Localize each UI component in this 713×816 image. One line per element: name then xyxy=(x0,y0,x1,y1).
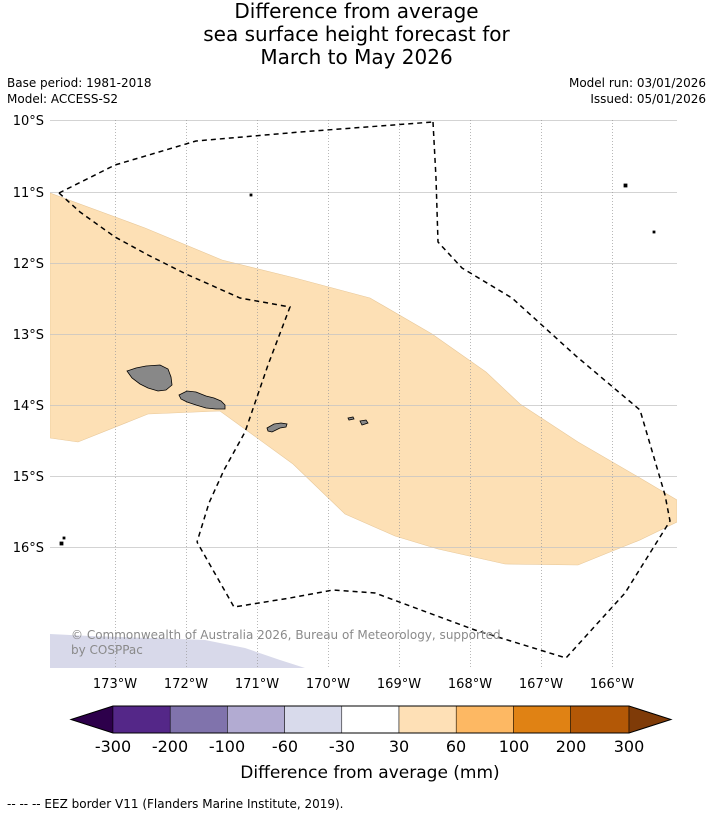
land-masses xyxy=(59,183,656,546)
copyright-note: © Commonwealth of Australia 2026, Bureau… xyxy=(71,628,501,658)
colorbar-title: Difference from average (mm) xyxy=(240,763,499,783)
cb-tick-0: -300 xyxy=(95,737,131,756)
lat-label-11s: 11°S xyxy=(13,186,44,201)
model-run: Model run: 03/01/2026 xyxy=(568,76,706,90)
gridlines xyxy=(50,120,677,668)
colorbar-bin-2 xyxy=(169,705,228,734)
colorbar-outline xyxy=(69,705,673,734)
colorbar-bin-9 xyxy=(570,705,630,734)
island-tau xyxy=(359,419,369,426)
latitude-labels: 10°S 11°S 12°S 13°S 14°S 15°S 16°S xyxy=(13,114,44,556)
colorbar-bin-7 xyxy=(455,705,514,734)
colorbar-tick-labels: -300 -200 -100 -60 -30 30 60 100 200 300 xyxy=(95,737,644,756)
lat-label-10s: 10°S xyxy=(13,114,44,129)
lat-label-12s: 12°S xyxy=(13,257,44,272)
cb-tick-7: 100 xyxy=(499,737,530,756)
lon-label-170w: 170°W xyxy=(306,677,350,692)
lon-label-169w: 169°W xyxy=(377,677,421,692)
lat-label-13s: 13°S xyxy=(13,328,44,343)
cb-tick-1: -200 xyxy=(152,737,188,756)
colorbar-bin-4 xyxy=(284,705,343,734)
lon-label-173w: 173°W xyxy=(93,677,137,692)
island-tutuila xyxy=(266,422,288,433)
model-name: Model: ACCESS-S2 xyxy=(7,92,119,106)
lat-label-16s: 16°S xyxy=(13,541,44,556)
colorbar-bin-0 xyxy=(70,705,114,734)
chart-title: Difference from average sea surface heig… xyxy=(0,0,713,69)
island-small-2 xyxy=(623,183,628,188)
cb-tick-8: 200 xyxy=(556,737,587,756)
colorbar-bin-8 xyxy=(513,705,571,734)
meta-left: Base period: 1981-2018 Model: ACCESS-S2 xyxy=(7,75,152,107)
anomaly-region-positive xyxy=(50,192,677,566)
eez-samoa xyxy=(58,192,292,543)
lat-label-14s: 14°S xyxy=(13,399,44,414)
title-line-2: sea surface height forecast for xyxy=(203,22,510,46)
longitude-labels: 173°W 172°W 171°W 170°W 169°W 168°W 167°… xyxy=(93,677,634,692)
lon-label-166w: 166°W xyxy=(590,677,634,692)
base-period: Base period: 1981-2018 xyxy=(7,76,152,90)
island-small-5 xyxy=(62,536,66,540)
cb-tick-9: 300 xyxy=(614,737,645,756)
copyright-line-1: © Commonwealth of Australia 2026, Bureau… xyxy=(71,628,501,642)
eez-legend-note: -- -- -- EEZ border V11 (Flanders Marine… xyxy=(7,797,344,811)
eez-tokelau-north xyxy=(58,121,434,194)
colorbar-bin-10 xyxy=(628,705,672,734)
lat-label-15s: 15°S xyxy=(13,470,44,485)
meta-right: Model run: 03/01/2026 Issued: 05/01/2026 xyxy=(569,75,706,107)
lon-label-167w: 167°W xyxy=(519,677,563,692)
eez-american-samoa xyxy=(196,121,671,659)
cb-tick-5: 30 xyxy=(389,737,409,756)
issued-date: Issued: 05/01/2026 xyxy=(590,92,706,106)
colorbar-bin-1 xyxy=(112,705,171,734)
colorbar-bin-5 xyxy=(341,705,400,734)
island-ofu xyxy=(347,416,355,421)
cb-tick-3: -60 xyxy=(272,737,298,756)
colorbar-bin-3 xyxy=(227,705,285,734)
island-small-3 xyxy=(652,230,656,234)
eez-borders xyxy=(58,121,671,659)
cb-tick-4: -30 xyxy=(329,737,355,756)
island-upolu xyxy=(178,390,226,410)
lon-label-168w: 168°W xyxy=(448,677,492,692)
cb-tick-6: 60 xyxy=(446,737,466,756)
colorbar-bin-6 xyxy=(398,705,457,734)
island-small-1 xyxy=(249,193,253,197)
lon-label-171w: 171°W xyxy=(235,677,279,692)
cb-tick-2: -100 xyxy=(209,737,245,756)
lon-label-172w: 172°W xyxy=(164,677,208,692)
anomaly-region-negative xyxy=(50,634,305,668)
copyright-line-2: by COSPPac xyxy=(71,643,143,657)
colorbar: -300 -200 -100 -60 -30 30 60 100 200 300… xyxy=(69,705,673,783)
island-savaii xyxy=(126,364,173,392)
island-small-4 xyxy=(59,541,64,546)
title-line-3: March to May 2026 xyxy=(260,45,453,69)
title-line-1: Difference from average xyxy=(234,0,479,23)
